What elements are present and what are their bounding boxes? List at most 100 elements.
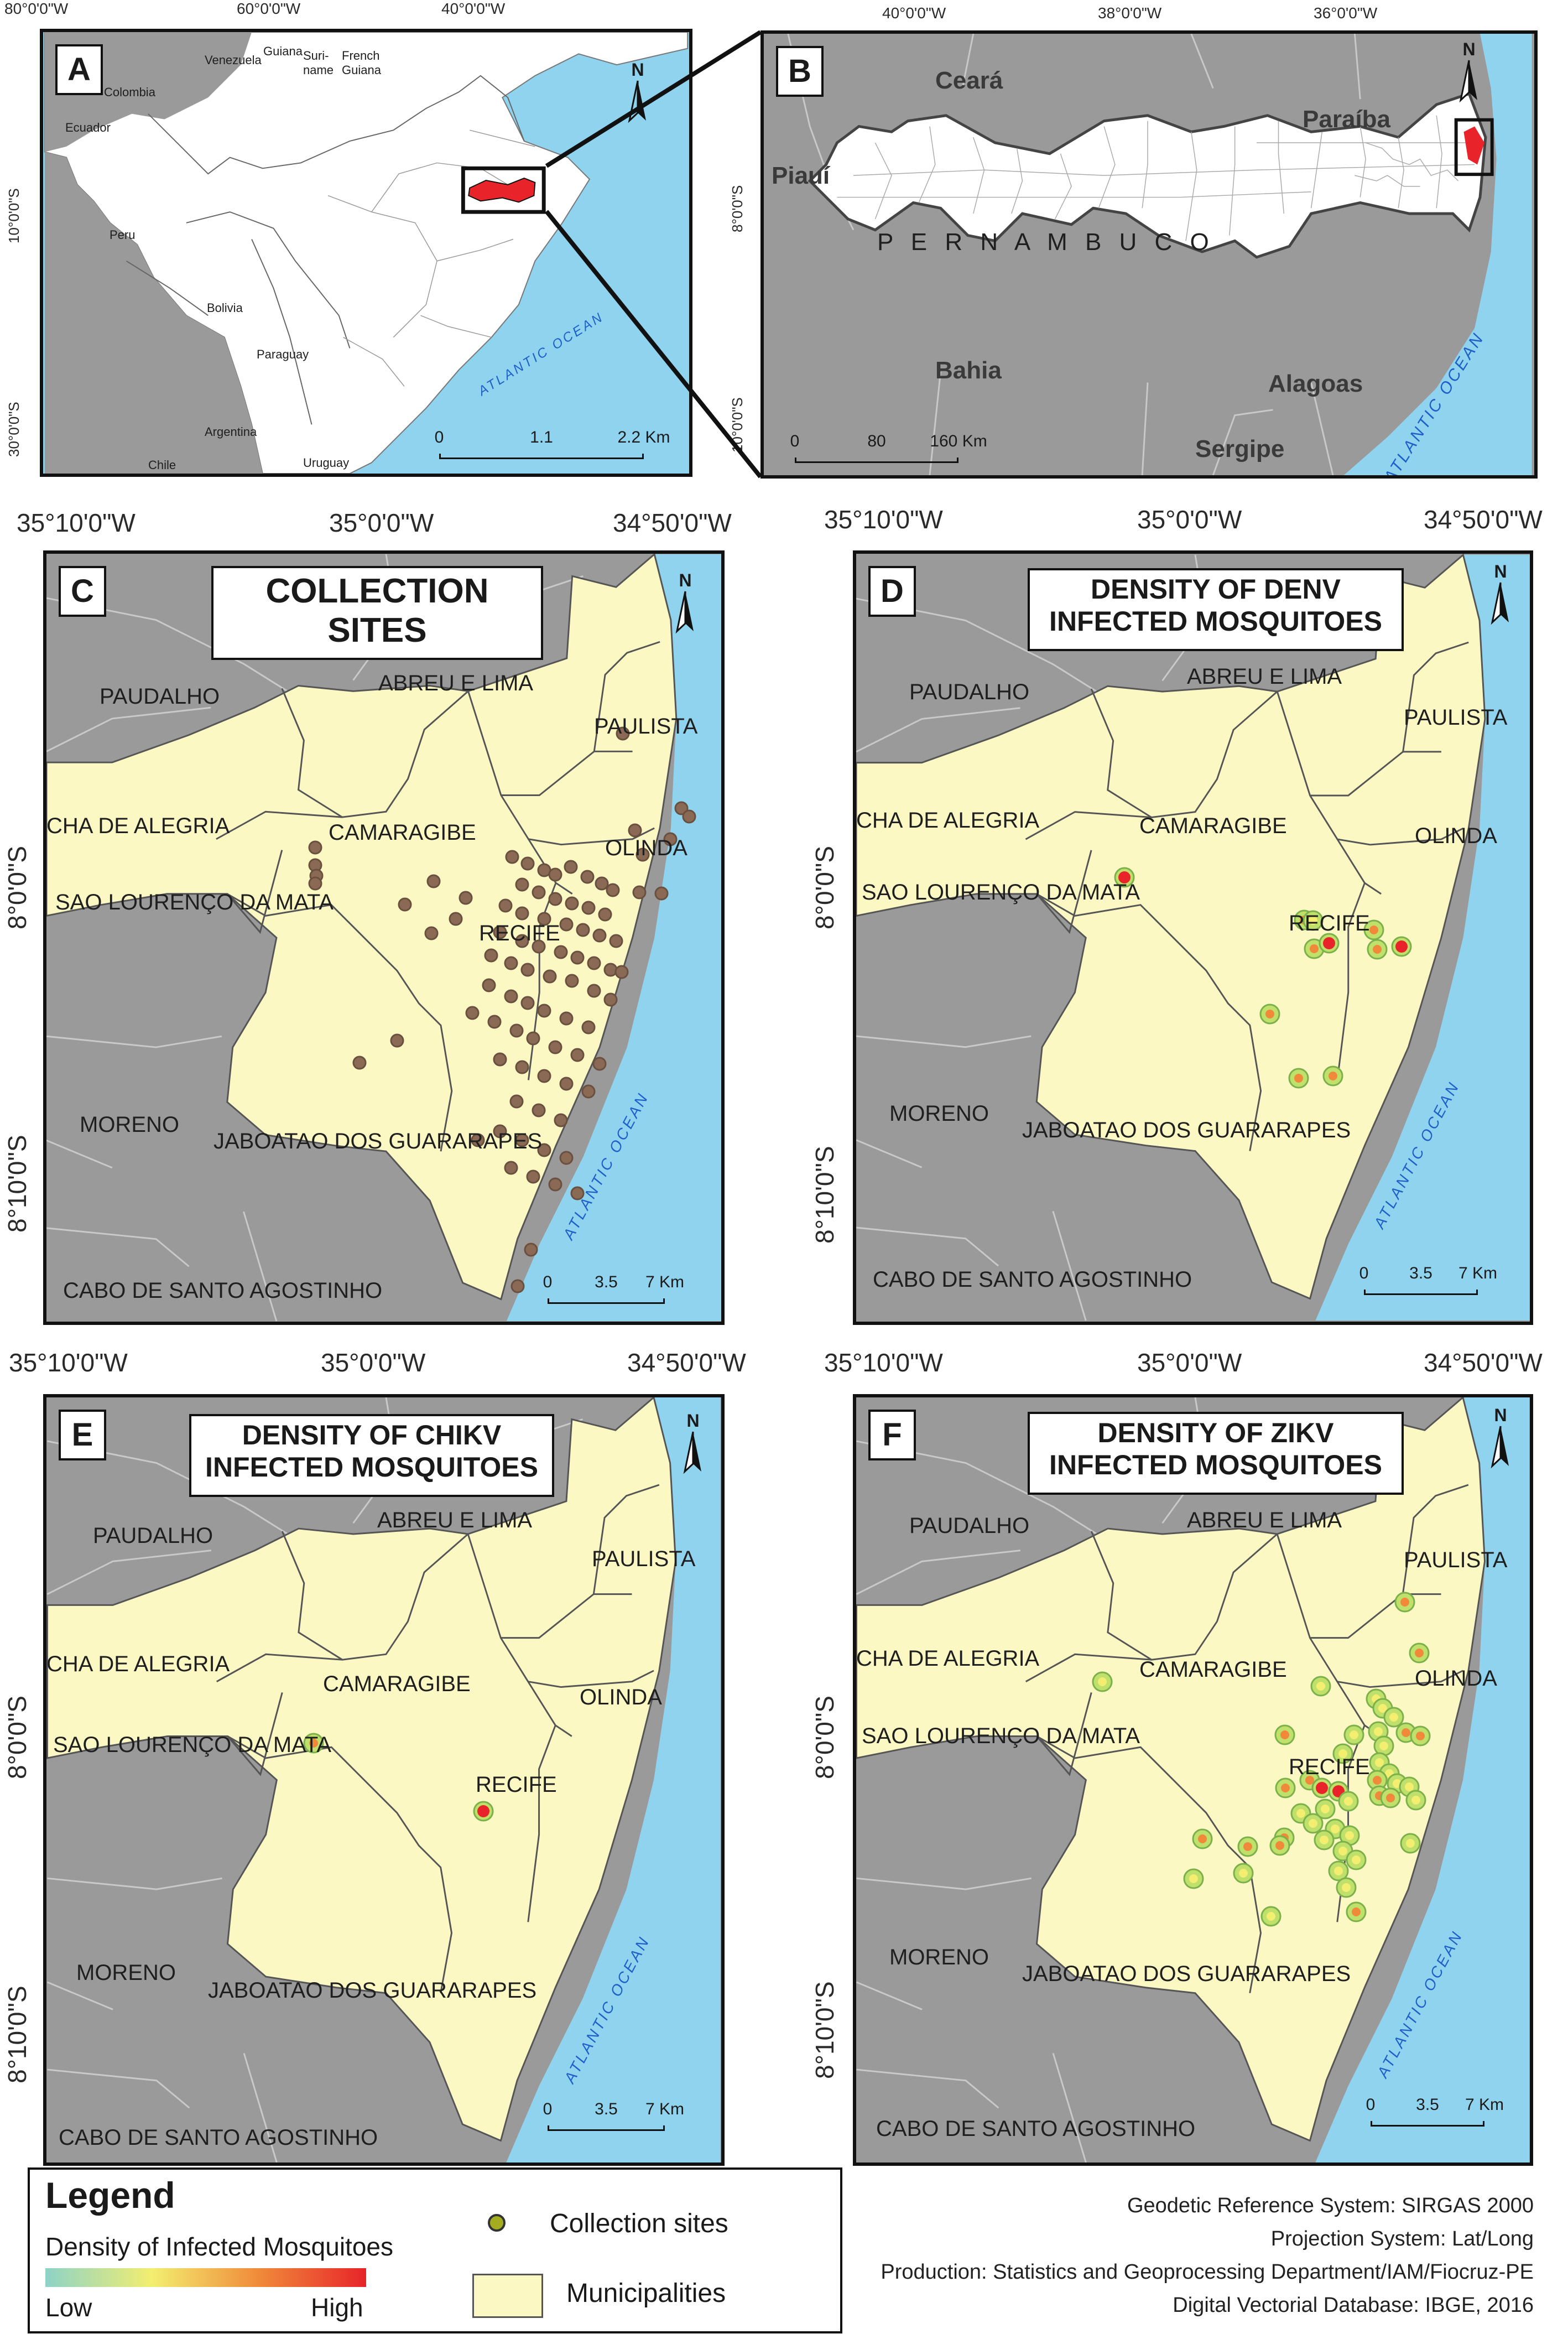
collection-site-symbol — [488, 2214, 506, 2232]
collection-site-70 — [537, 1143, 551, 1157]
collection-site-36 — [554, 945, 568, 959]
collection-site-24 — [581, 901, 596, 915]
label-paudalho: PAUDALHO — [909, 1514, 1030, 1538]
label-jaboatao: JABOATAO DOS GUARARAPES — [208, 1978, 537, 2003]
region-svg-f — [856, 1397, 1530, 2163]
label-jaboatao: JABOATAO DOS GUARARAPES — [1022, 1118, 1351, 1142]
zikv-site-20 — [1380, 1787, 1401, 1808]
zikv-site-39 — [1233, 1863, 1254, 1884]
scale-bar-f: 0 3.5 7 Km — [1366, 2096, 1504, 2134]
scale-bar-a: 0 1.1 2.2 Km — [435, 428, 670, 467]
coord-e-y1: 8°0'0"S — [3, 1696, 32, 1779]
label-colombia: Colombia — [104, 85, 155, 99]
collection-site-53 — [465, 1006, 480, 1020]
collection-site-55 — [509, 1023, 524, 1038]
scale-bar-c: 0 3.5 7 Km — [543, 1273, 684, 1312]
coord-e-y2: 8°10'0"S — [3, 1985, 32, 2083]
panel-f-label: F — [868, 1410, 916, 1460]
collection-site-14 — [564, 860, 578, 874]
credit-production: Production: Statistics and Geoprocessing… — [881, 2260, 1534, 2284]
coord-f-x2: 35°0'0"W — [1137, 1348, 1242, 1377]
label-olinda: OLINDA — [1415, 1666, 1497, 1691]
collection-site-64 — [581, 1084, 596, 1099]
collection-site-26 — [498, 898, 513, 913]
coord-c-y2: 8°10'0"S — [3, 1135, 32, 1233]
collection-site-39 — [603, 963, 618, 977]
coord-e-x1: 35°10'0"W — [9, 1348, 128, 1377]
chikv-site-0 — [303, 1733, 324, 1754]
collection-site-73 — [504, 1161, 518, 1175]
collection-site-45 — [587, 984, 601, 998]
label-cha-de-alegria: CHA DE ALEGRIA — [856, 1646, 1040, 1671]
collection-site-31 — [592, 928, 607, 943]
label-moreno: MORENO — [889, 1101, 989, 1126]
collection-site-60 — [493, 1052, 507, 1067]
zikv-site-43 — [1346, 1901, 1367, 1922]
denv-density-layer — [1114, 867, 1412, 1089]
collection-site-86 — [614, 965, 629, 979]
label-sao-lourenco: SAO LOURENÇO DA MATA — [53, 1733, 332, 1757]
collection-site-81 — [352, 1056, 367, 1070]
chikv-density-layer — [303, 1733, 494, 1822]
label-chile: Chile — [148, 458, 176, 472]
coord-b-x3: 36°0'0"W — [1314, 4, 1378, 22]
collection-site-11 — [520, 856, 535, 871]
label-camaragibe: CAMARAGIBE — [1139, 814, 1287, 838]
coord-f-x1: 35°10'0"W — [824, 1348, 943, 1377]
collection-site-16 — [595, 876, 609, 891]
coord-a-x1: 80°0'0"W — [4, 0, 69, 17]
collection-site-23 — [565, 896, 579, 911]
label-olinda: OLINDA — [1415, 824, 1497, 848]
zikv-site-45 — [1275, 1777, 1296, 1798]
denv-site-0 — [1114, 867, 1135, 888]
collection-site-21 — [532, 885, 546, 900]
map-legend: Legend Density of Infected Mosquitoes Lo… — [28, 2167, 842, 2333]
label-olinda: OLINDA — [605, 836, 687, 860]
zikv-site-34 — [1237, 1836, 1258, 1857]
north-arrow-a: N — [618, 60, 657, 126]
zikv-site-6 — [1383, 1707, 1404, 1728]
collection-site-83 — [510, 1279, 525, 1293]
coord-a-x3: 40°0'0"W — [441, 0, 506, 17]
collection-site-62 — [537, 1069, 551, 1083]
legend-title: Legend — [45, 2175, 175, 2216]
collection-site-42 — [520, 963, 535, 977]
label-paraiba: Paraíba — [1303, 106, 1390, 133]
label-camaragibe: CAMARAGIBE — [323, 1672, 471, 1696]
label-camaragibe: CAMARAGIBE — [329, 820, 476, 845]
label-bolivia: Bolivia — [207, 301, 243, 315]
label-moreno: MORENO — [76, 1961, 176, 1985]
zikv-site-44 — [1400, 1833, 1421, 1854]
collection-site-18 — [632, 885, 647, 900]
denv-site-3 — [1319, 933, 1340, 954]
collection-site-25 — [598, 907, 612, 922]
credit-reference-system: Geodetic Reference System: SIRGAS 2000 — [1127, 2194, 1534, 2217]
collection-site-57 — [548, 1040, 562, 1054]
collection-site-13 — [548, 867, 562, 882]
collection-site-65 — [509, 1094, 524, 1109]
label-sao-lourenco: SAO LOURENÇO DA MATA — [862, 1724, 1140, 1748]
legend-collection-sites: Collection sites — [550, 2209, 728, 2238]
coord-a-y1: 10°0'0"S — [6, 188, 22, 243]
chikv-site-1 — [473, 1801, 494, 1822]
scale-bar-e: 0 3.5 7 Km — [543, 2100, 684, 2139]
coord-f-x3: 34°50'0"W — [1424, 1348, 1543, 1377]
label-jaboatao: JABOATAO DOS GUARARAPES — [213, 1129, 543, 1153]
label-camaragibe: CAMARAGIBE — [1139, 1657, 1287, 1682]
label-sao-lourenco: SAO LOURENÇO DA MATA — [862, 880, 1140, 905]
collection-site-41 — [504, 956, 518, 970]
region-svg-c — [46, 554, 721, 1322]
label-moreno: MORENO — [889, 1945, 989, 1969]
label-abreu-e-lima: ABREU E LIMA — [378, 671, 534, 695]
collection-site-30 — [576, 923, 590, 937]
coord-f-y1: 8°0'0"S — [810, 1696, 839, 1779]
coord-d-x3: 34°50'0"W — [1424, 505, 1543, 534]
label-abreu-e-lima: ABREU E LIMA — [1187, 1508, 1342, 1532]
collection-site-19 — [654, 886, 669, 901]
collection-site-1 — [674, 801, 689, 815]
label-ecuador: Ecuador — [65, 121, 111, 134]
collection-site-50 — [537, 1004, 551, 1018]
label-cha-de-alegria: CHA DE ALEGRIA — [46, 1652, 230, 1676]
density-gradient-bar — [45, 2268, 366, 2287]
collection-site-0 — [616, 726, 630, 741]
